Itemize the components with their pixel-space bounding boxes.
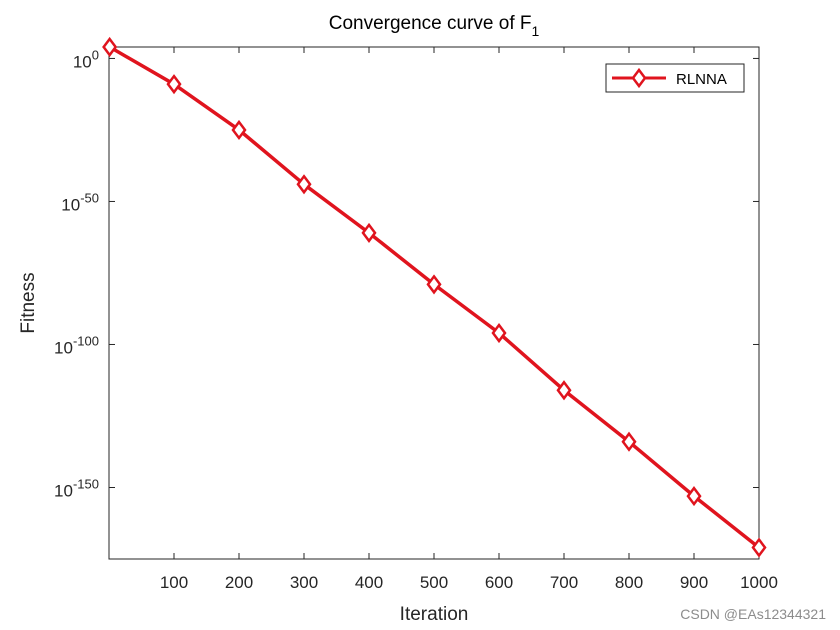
x-tick-label: 100 <box>160 573 188 592</box>
x-tick-label: 300 <box>290 573 318 592</box>
x-tick-label: 500 <box>420 573 448 592</box>
x-tick-label: 1000 <box>740 573 778 592</box>
data-point-marker <box>166 74 182 95</box>
watermark: CSDN @EAs12344321 <box>680 606 826 622</box>
data-point-marker <box>296 174 312 195</box>
x-tick-labels: 100 200 300 400 500 600 700 800 900 1000 <box>160 573 778 592</box>
axis-ticks <box>109 47 760 559</box>
plot-area <box>108 46 760 560</box>
x-tick-label: 900 <box>680 573 708 592</box>
y-axis-label: Fitness <box>18 272 39 333</box>
data-point-marker <box>231 119 247 141</box>
y-tick-label: 100 <box>73 47 99 71</box>
y-tick-labels: 100 10-50 10-100 10-150 <box>54 47 99 500</box>
data-point-marker <box>621 431 637 452</box>
chart-title-subscript: 1 <box>531 23 539 39</box>
data-point-marker <box>751 537 767 558</box>
legend-diamond-marker <box>631 67 647 89</box>
x-tick-label: 600 <box>485 573 513 592</box>
data-point-marker <box>361 222 377 244</box>
x-tick-label: 400 <box>355 573 383 592</box>
x-tick-label: 700 <box>550 573 578 592</box>
data-point-marker <box>686 485 702 507</box>
data-point-marker <box>556 380 572 401</box>
legend-label: RLNNA <box>676 71 727 88</box>
data-point-marker <box>491 322 507 344</box>
series-layer <box>102 36 767 558</box>
y-tick-label: 10-150 <box>54 476 99 500</box>
x-tick-label: 200 <box>225 573 253 592</box>
legend: RLNNA <box>605 63 745 93</box>
data-point-marker <box>102 36 118 58</box>
data-point-marker <box>426 274 442 295</box>
x-axis-label: Iteration <box>400 604 469 625</box>
y-tick-label: 10-50 <box>61 190 99 214</box>
x-tick-label: 800 <box>615 573 643 592</box>
chart-title: Convergence curve of F1 <box>329 13 540 39</box>
y-tick-label: 10-100 <box>54 333 99 357</box>
